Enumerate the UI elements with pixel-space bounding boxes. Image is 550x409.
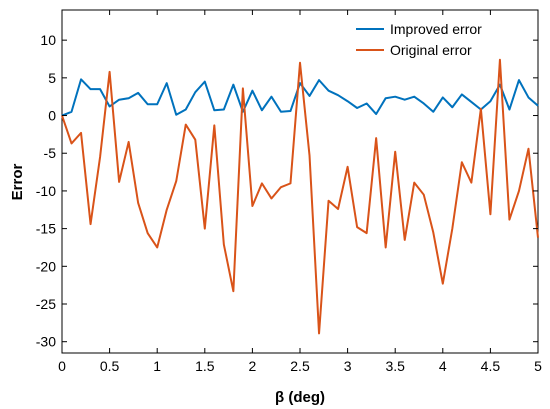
x-tick-label: 1.5	[195, 358, 215, 374]
series-line-improved-error	[61, 78, 539, 117]
x-tick-label: 0	[58, 358, 66, 374]
y-axis-title: Error	[9, 164, 26, 201]
x-tick-label: 4	[439, 358, 447, 374]
x-tick-label: 2	[249, 358, 257, 374]
series-line-original-error	[61, 58, 539, 335]
y-tick-label: -25	[36, 296, 56, 312]
x-tick-label: 2.5	[290, 358, 310, 374]
legend-label-original: Original error	[390, 42, 472, 58]
y-tick-label: -5	[44, 145, 57, 161]
legend: Improved error Original error	[356, 21, 482, 58]
y-tick-label: 10	[40, 32, 56, 48]
x-tick-label: 1	[153, 358, 161, 374]
x-axis-ticks: 0 0.5 1 1.5 2 2.5 3 3.5 4 4.5 5	[58, 10, 542, 374]
legend-label-improved: Improved error	[390, 21, 482, 37]
y-axis-ticks: 10 5 0 -5 -10 -15 -20 -25 -30	[36, 32, 538, 350]
x-tick-label: 4.5	[481, 358, 501, 374]
y-tick-label: -20	[36, 258, 56, 274]
y-tick-label: -10	[36, 183, 56, 199]
plot-area	[61, 9, 539, 354]
y-tick-label: -15	[36, 221, 56, 237]
y-tick-label: -30	[36, 334, 56, 350]
x-tick-label: 3.5	[385, 358, 405, 374]
y-tick-label: 0	[48, 108, 56, 124]
y-tick-label: 5	[48, 70, 56, 86]
x-tick-label: 5	[534, 358, 542, 374]
x-tick-label: 3	[344, 358, 352, 374]
x-tick-label: 0.5	[100, 358, 120, 374]
x-axis-title: β (deg)	[275, 389, 325, 406]
series-layer	[61, 58, 539, 335]
